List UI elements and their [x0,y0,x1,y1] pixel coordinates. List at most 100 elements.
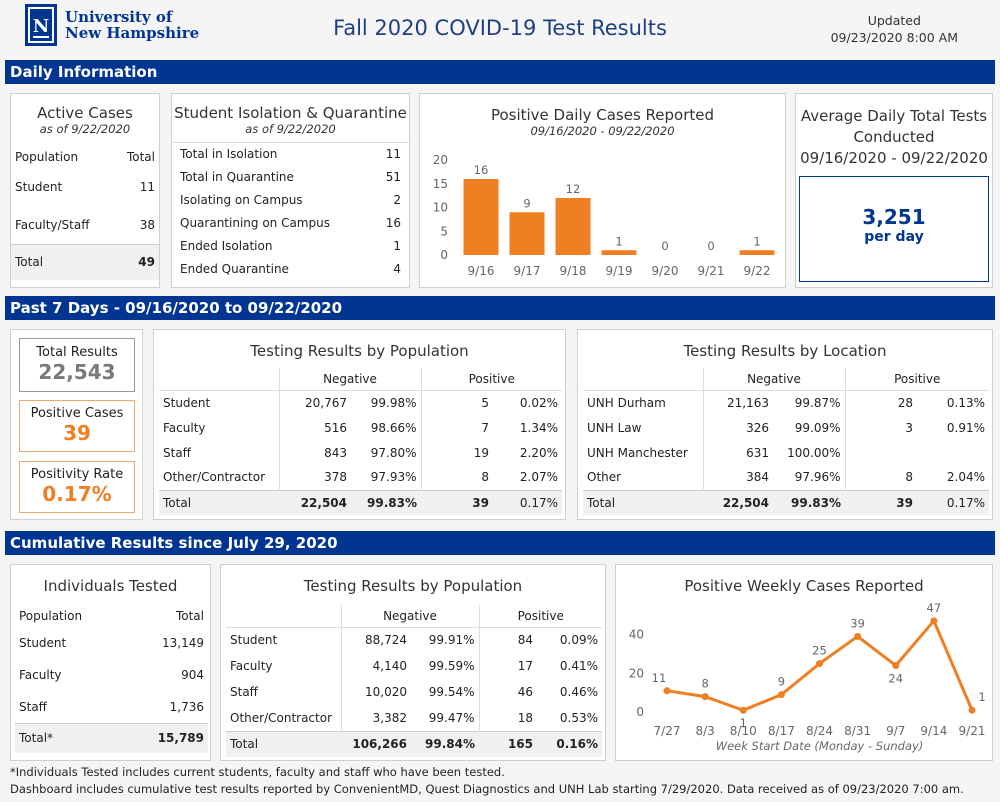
positivity-rate-value: 0.17% [42,482,112,506]
bar-data-label: 9 [523,196,530,210]
unh-logo[interactable]: N University of New Hampshire [25,4,199,46]
data-point[interactable] [930,617,938,625]
past7-kpi-panel: Total Results 22,543 Positive Cases 39 P… [10,329,143,520]
cumulative-population-panel: Testing Results by Population Negative Po… [220,564,606,761]
isolation-table: Total in Isolation 11 Total in Quarantine… [172,142,409,281]
x-tick-label: 7/27 [654,724,681,738]
point-data-label: 11 [652,671,667,685]
point-data-label: 1 [978,690,985,704]
positivity-rate-label: Positivity Rate [30,467,124,482]
cumulative-population-table: Negative Positive Student 88,724 99.91% 84 0.… [226,605,602,757]
data-point[interactable] [854,632,862,640]
past7-population-table: Negative Positive Student 20,767 99.98% 5 0.0… [159,368,562,515]
table-row: Other/Contractor 3,382 99.47% 18 0.53% [226,705,602,731]
individuals-title: Individuals Tested [43,577,178,595]
y-tick-label: 40 [629,627,644,641]
total-results-value: 22,543 [38,360,116,384]
table-row: Student 20,767 99.98% 5 0.02% [159,390,562,415]
university-line2: New Hampshire [65,24,200,42]
x-tick-label: 9/17 [514,264,541,278]
individuals-table: Population Total Student 13,149 Faculty 904… [15,605,208,753]
table-row: Staff 10,020 99.54% 46 0.46% [226,679,602,705]
active-cases-table: Population Total Student 11 Faculty/Staff 3… [11,146,159,280]
x-tick-label: 8/17 [768,724,795,738]
isolation-subtitle: as of 9/22/2020 [245,122,336,136]
data-point[interactable] [816,660,823,668]
x-tick-label: 9/7 [886,724,905,738]
table-row: Student 11 [15,180,155,194]
weekly-cases-chart-panel: Positive Weekly Cases Reported 0 20 40 11 7/… [615,564,993,761]
data-point[interactable] [663,687,671,695]
bar-data-label: 0 [707,239,714,253]
avg-tests-panel: Average Daily Total Tests Conducted 09/1… [795,93,993,288]
bar-data-label: 16 [474,163,489,177]
col-negative: Negative [702,368,845,390]
section-past-7-days: Past 7 Days - 09/16/2020 to 09/22/2020 [5,296,995,320]
y-tick-label: 20 [629,666,644,680]
x-tick-label: 9/20 [652,264,679,278]
col-positive: Positive [478,605,602,627]
data-point[interactable] [892,662,900,670]
col-total: Total [175,609,204,623]
x-axis-label: Week Start Date (Monday - Sunday) [716,739,924,753]
isolation-quarantine-panel: Student Isolation & Quarantine as of 9/2… [171,93,410,288]
point-data-label: 39 [850,616,865,630]
isolation-title: Student Isolation & Quarantine [174,104,407,122]
cumulative-population-title: Testing Results by Population [303,577,523,595]
table-row: Other/Contractor 378 97.93% 8 2.07% [159,465,562,490]
col-total: Total [126,150,155,164]
x-tick-label: 9/19 [606,264,633,278]
bar[interactable] [463,179,499,255]
bar[interactable] [509,212,545,255]
avg-tests-value: 3,251 [862,205,926,229]
x-tick-label: 9/21 [959,724,986,738]
col-positive: Positive [844,368,989,390]
data-point[interactable] [968,706,976,714]
bar[interactable] [739,250,775,255]
point-data-label: 47 [927,601,942,615]
x-tick-label: 9/14 [920,724,947,738]
individuals-tested-panel: Individuals Tested Population Total Stude… [10,564,211,761]
university-line1: University of [65,8,173,26]
y-tick-label: 0 [636,705,644,719]
x-tick-label: 9/21 [698,264,725,278]
daily-cases-bar-chart: 0 5 10 15 20 16 9/16 9 9/17 12 9/18 1 9/19 0 9/20 0 9/21… [433,153,775,278]
bar[interactable] [555,198,591,255]
university-name: University of New Hampshire [65,9,199,41]
positivity-rate-kpi: Positivity Rate 0.17% [19,461,135,513]
active-cases-panel: Active Cases as of 9/22/2020 Population T… [10,93,160,288]
avg-tests-title: Average Daily Total Tests Conducted 09/1… [800,107,988,167]
table-row: UNH Law 326 99.09% 3 0.91% [583,415,989,440]
data-point[interactable] [739,706,747,714]
point-data-label: 1 [740,716,747,730]
past7-location-panel: Testing Results by Location Negative Posi… [577,329,993,520]
table-row: Faculty 516 98.66% 7 1.34% [159,415,562,440]
col-negative: Negative [278,368,421,390]
past7-location-table: Negative Positive UNH Durham 21,163 99.87% 2… [583,368,989,515]
y-tick-label: 10 [433,201,448,215]
table-row: Faculty/Staff 38 [15,217,155,232]
total-row: Total* 15,789 [15,722,208,753]
total-row: Total 49 [11,243,159,280]
point-data-label: 8 [701,677,708,691]
data-point[interactable] [777,691,785,699]
avg-tests-unit: per day [864,229,924,245]
data-point[interactable] [701,693,709,701]
bar-data-label: 12 [566,182,581,196]
table-row: Ended Quarantine 4 [180,262,401,276]
table-row: Student 88,724 99.91% 84 0.09% [226,627,602,653]
updated-time: 09/23/2020 8:00 AM [830,30,958,45]
total-results-label: Total Results [36,345,118,360]
point-data-label: 24 [888,672,903,686]
positive-cases-kpi: Positive Cases 39 [19,400,135,452]
section-daily-information: Daily Information [5,60,995,84]
table-row: Faculty 904 [19,668,204,682]
point-data-label: 9 [778,675,785,689]
bar[interactable] [601,250,637,255]
table-row: Staff 843 97.80% 19 2.20% [159,440,562,465]
table-row: Quarantining on Campus 16 [180,216,401,230]
daily-chart-title: Positive Daily Cases Reported [490,106,715,124]
x-tick-label: 9/18 [560,264,587,278]
footnote-individuals: *Individuals Tested includes current stu… [10,765,505,779]
daily-chart-subtitle: 09/16/2020 - 09/22/2020 [530,124,675,138]
